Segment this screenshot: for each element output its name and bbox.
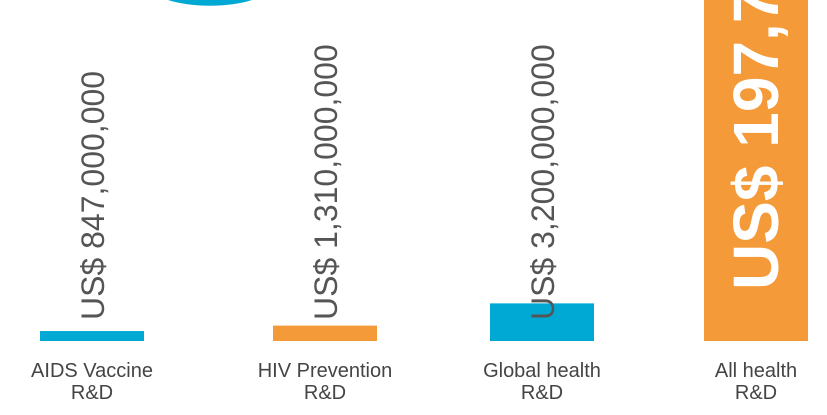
bar xyxy=(40,331,144,341)
value-label: US$ 197,7 xyxy=(720,0,792,290)
category-label: AIDS Vaccine R&D xyxy=(31,360,153,404)
bar xyxy=(273,325,377,341)
category-label: HIV Prevention R&D xyxy=(257,360,393,404)
bar xyxy=(490,303,594,341)
decorative-circle xyxy=(168,0,252,6)
bar xyxy=(704,0,808,341)
value-label: US$ 1,310,000,000 xyxy=(308,44,344,320)
category-label: All health R&D xyxy=(714,360,798,404)
value-label: US$ 847,000,000 xyxy=(75,71,111,320)
category-label: Global health R&D xyxy=(483,360,601,404)
value-label: US$ 3,200,000,000 xyxy=(525,44,561,320)
